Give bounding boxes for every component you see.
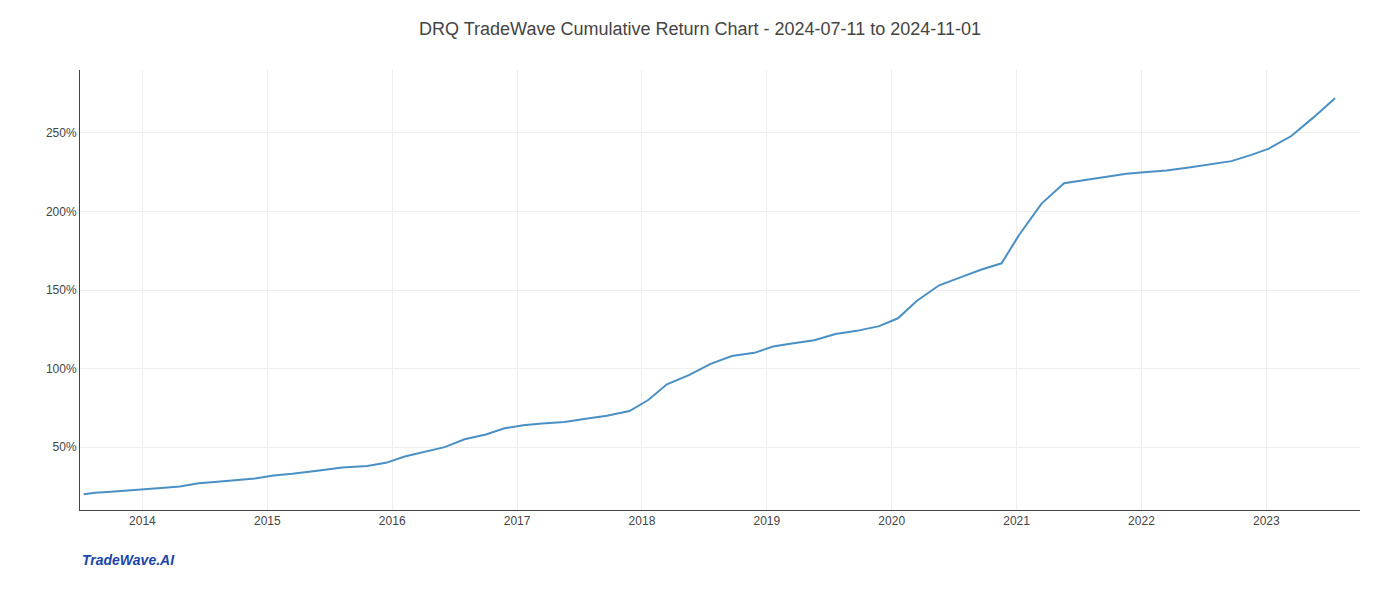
svg-text:150%: 150%	[46, 283, 77, 297]
svg-text:2017: 2017	[504, 514, 531, 528]
svg-text:2016: 2016	[379, 514, 406, 528]
svg-text:2018: 2018	[629, 514, 656, 528]
svg-text:200%: 200%	[46, 205, 77, 219]
svg-text:2021: 2021	[1003, 514, 1030, 528]
svg-text:2022: 2022	[1128, 514, 1155, 528]
svg-text:2019: 2019	[753, 514, 780, 528]
svg-text:100%: 100%	[46, 362, 77, 376]
svg-text:2023: 2023	[1253, 514, 1280, 528]
svg-text:TradeWave.AI: TradeWave.AI	[82, 552, 175, 568]
svg-text:DRQ TradeWave Cumulative Retur: DRQ TradeWave Cumulative Return Chart - …	[419, 19, 981, 39]
svg-text:2014: 2014	[129, 514, 156, 528]
svg-text:2015: 2015	[254, 514, 281, 528]
svg-text:2020: 2020	[878, 514, 905, 528]
svg-text:50%: 50%	[53, 440, 77, 454]
svg-text:250%: 250%	[46, 126, 77, 140]
